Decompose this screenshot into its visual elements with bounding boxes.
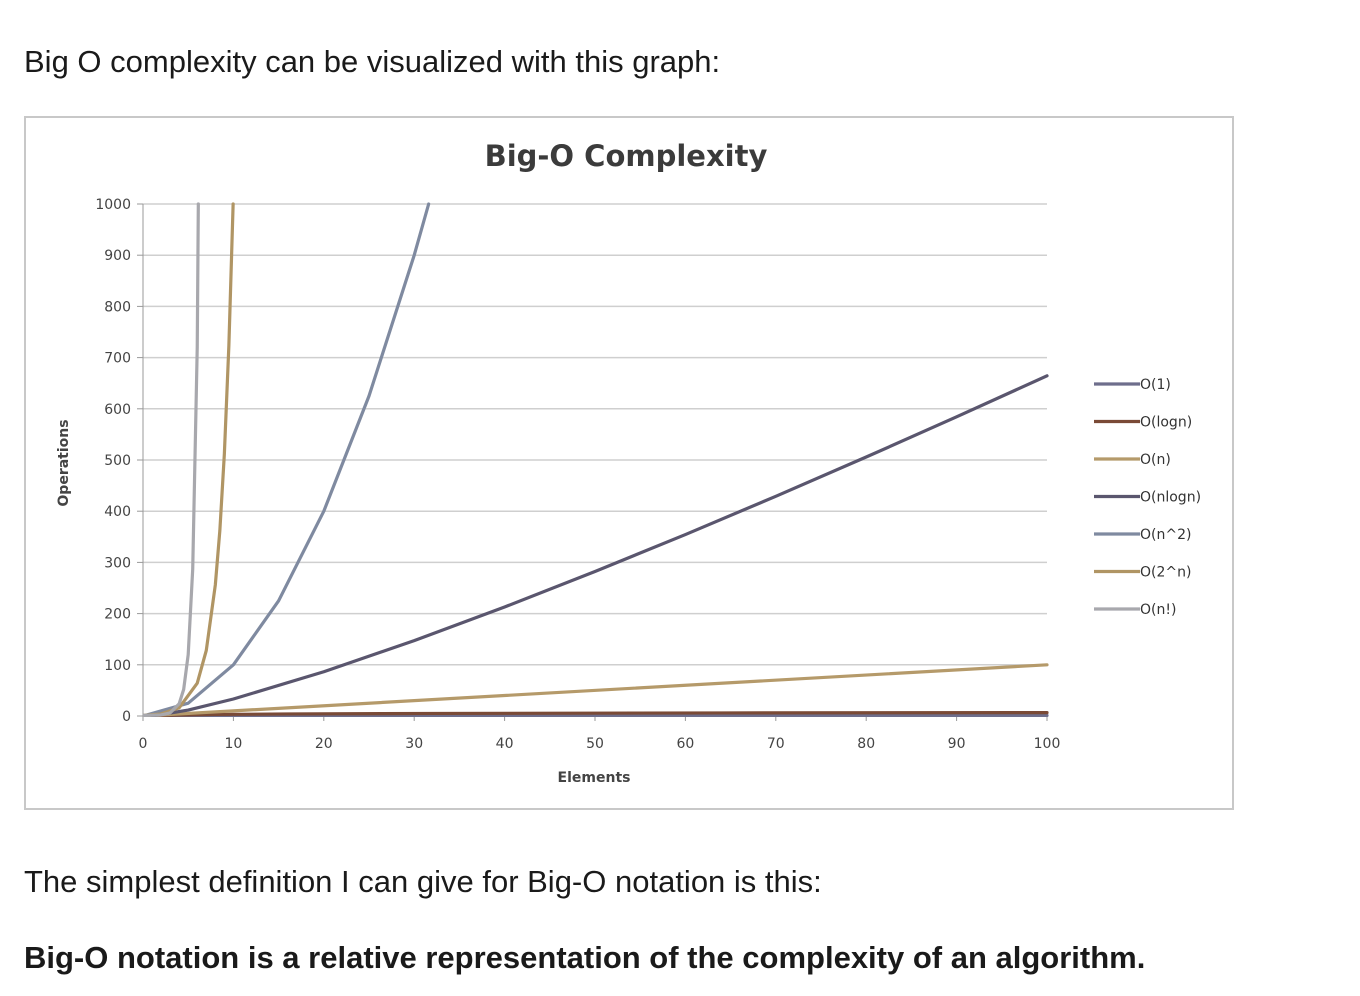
y-tick-label: 200: [104, 607, 131, 623]
x-tick-label: 60: [676, 736, 694, 752]
definition-statement: Big-O notation is a relative representat…: [24, 940, 1146, 975]
x-axis-label: Elements: [558, 770, 631, 786]
x-tick-label: 10: [224, 736, 242, 752]
chart-series: [143, 202, 1049, 717]
intro-text: Big O complexity can be visualized with …: [24, 44, 721, 79]
y-tick-label: 400: [104, 504, 131, 520]
big-o-chart: 0 100 200 300 400 500 600 700 800 900 1000 0 10 20 30 4…: [56, 139, 1201, 786]
x-tick-label: 100: [1034, 736, 1061, 752]
chart-grid: [143, 203, 1047, 717]
y-tick-label: 300: [104, 555, 131, 571]
y-tick-label: 700: [104, 351, 131, 367]
legend-label: O(nlogn): [1140, 490, 1201, 506]
x-tick-label: 70: [767, 736, 785, 752]
series-line-o-n-2-: [143, 202, 431, 717]
y-tick-label: 100: [104, 658, 131, 674]
series-line-o-nlogn-: [150, 374, 1049, 717]
legend-label: O(n): [1140, 452, 1171, 468]
x-tick-label: 30: [405, 736, 423, 752]
x-tick-label: 0: [139, 736, 148, 752]
legend-label: O(2^n): [1140, 565, 1191, 581]
y-tick-label: 0: [122, 709, 131, 725]
x-tick-label: 80: [857, 736, 875, 752]
big-o-chart-figure: 0 100 200 300 400 500 600 700 800 900 1000 0 10 20 30 4…: [24, 116, 1234, 810]
y-tick-label: 600: [104, 402, 131, 418]
chart-title: Big-O Complexity: [485, 139, 768, 173]
legend-label: O(1): [1140, 377, 1171, 393]
x-tick-label: 20: [315, 736, 333, 752]
legend-label: O(logn): [1140, 415, 1192, 431]
y-tick-label: 500: [104, 453, 131, 469]
legend-label: O(n^2): [1140, 527, 1191, 543]
y-tick-label: 1000: [95, 197, 131, 213]
x-tick-label: 40: [496, 736, 514, 752]
chart-axes: 0 100 200 300 400 500 600 700 800 900 1000 0 10 20 30 4…: [95, 197, 1060, 752]
y-tick-label: 800: [104, 299, 131, 315]
series-line-o-n-: [143, 202, 200, 717]
series-line-o-n-: [143, 663, 1049, 717]
legend-label: O(n!): [1140, 602, 1176, 618]
chart-legend: O(1) O(logn) O(n) O(nlogn) O(n^2) O(2^n) O(n!): [1094, 377, 1201, 618]
x-tick-label: 90: [948, 736, 966, 752]
y-tick-label: 900: [104, 248, 131, 264]
y-axis-label: Operations: [56, 419, 72, 506]
definition-intro: The simplest definition I can give for B…: [24, 864, 822, 899]
x-tick-label: 50: [586, 736, 604, 752]
